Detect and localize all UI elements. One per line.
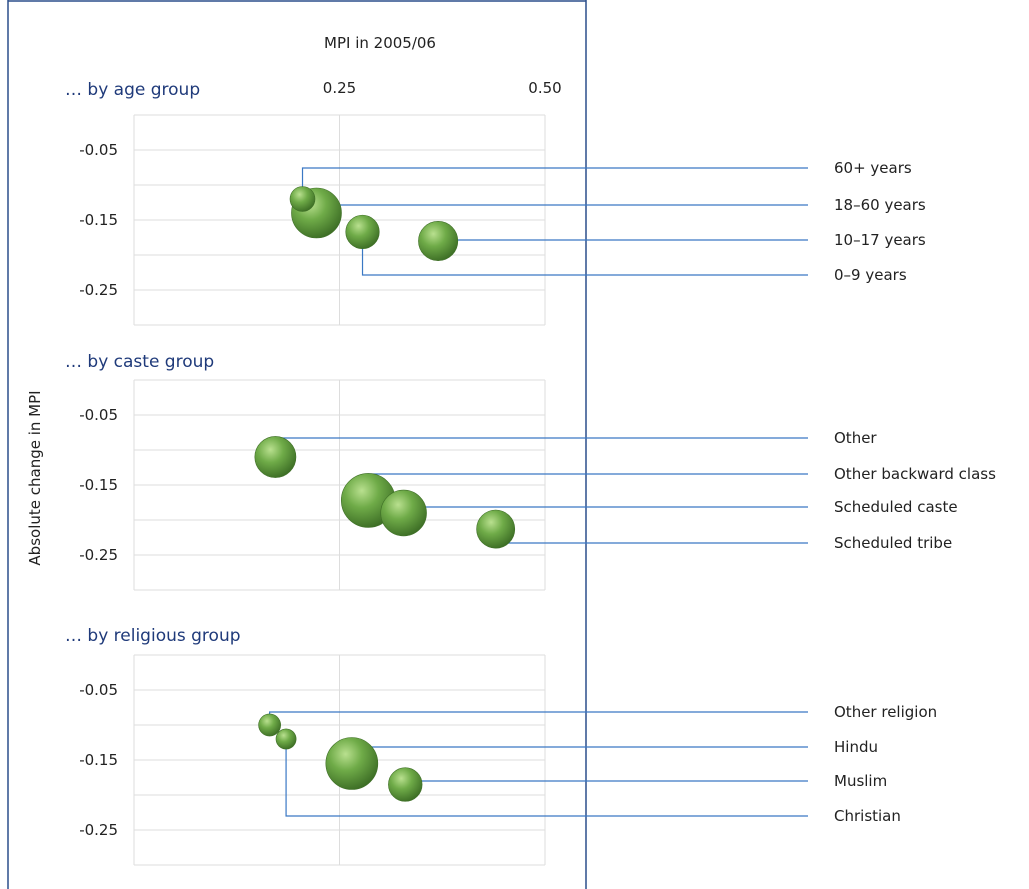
point-label: Hindu [834, 738, 878, 756]
y-tick-label: -0.05 [79, 141, 118, 159]
leader-line [403, 506, 808, 513]
point-label: Scheduled tribe [834, 534, 952, 552]
bubble-point [275, 728, 297, 750]
leader-line [351, 746, 808, 764]
point-label: Other backward class [834, 465, 996, 483]
bubble-point [258, 713, 281, 737]
y-tick-label: -0.25 [79, 821, 118, 839]
leader-line [274, 437, 808, 457]
y-tick-label: -0.05 [79, 406, 118, 424]
bubble-point [345, 214, 380, 249]
point-label: 0–9 years [834, 266, 907, 284]
leader-line [285, 739, 808, 817]
y-tick-label: -0.25 [79, 281, 118, 299]
leader-line [495, 529, 808, 544]
leader-line [269, 711, 808, 725]
point-label: 10–17 years [834, 231, 926, 249]
y-tick-label: -0.15 [79, 211, 118, 229]
y-tick-label: -0.25 [79, 546, 118, 564]
x-tick-label: 0.50 [528, 79, 561, 97]
point-label: Muslim [834, 772, 887, 790]
bubble-point [254, 436, 297, 478]
leader-line [404, 780, 808, 785]
point-label: Christian [834, 807, 901, 825]
bubble-point [388, 767, 423, 802]
panel-title: … by religious group [65, 626, 241, 646]
bubble-point [476, 509, 516, 549]
y-tick-label: -0.05 [79, 681, 118, 699]
bubble-point [418, 221, 459, 261]
panel-title: … by age group [65, 80, 200, 100]
leader-line [437, 239, 808, 241]
leader-line [315, 204, 808, 213]
point-label: Other [834, 429, 877, 447]
panel-title: … by caste group [65, 352, 214, 372]
bubble-point [289, 186, 316, 212]
y-tick-label: -0.15 [79, 476, 118, 494]
x-tick-label: 0.25 [323, 79, 356, 97]
leader-line [301, 167, 808, 199]
bubble-point [325, 737, 379, 790]
x-axis-title: MPI in 2005/06 [324, 34, 436, 52]
y-axis-title: Absolute change in MPI [26, 390, 44, 565]
leader-line [367, 473, 808, 501]
point-label: Scheduled caste [834, 498, 958, 516]
point-label: 18–60 years [834, 196, 926, 214]
bubble-point [380, 489, 427, 537]
point-label: 60+ years [834, 159, 912, 177]
point-label: Other religion [834, 703, 937, 721]
y-tick-label: -0.15 [79, 751, 118, 769]
